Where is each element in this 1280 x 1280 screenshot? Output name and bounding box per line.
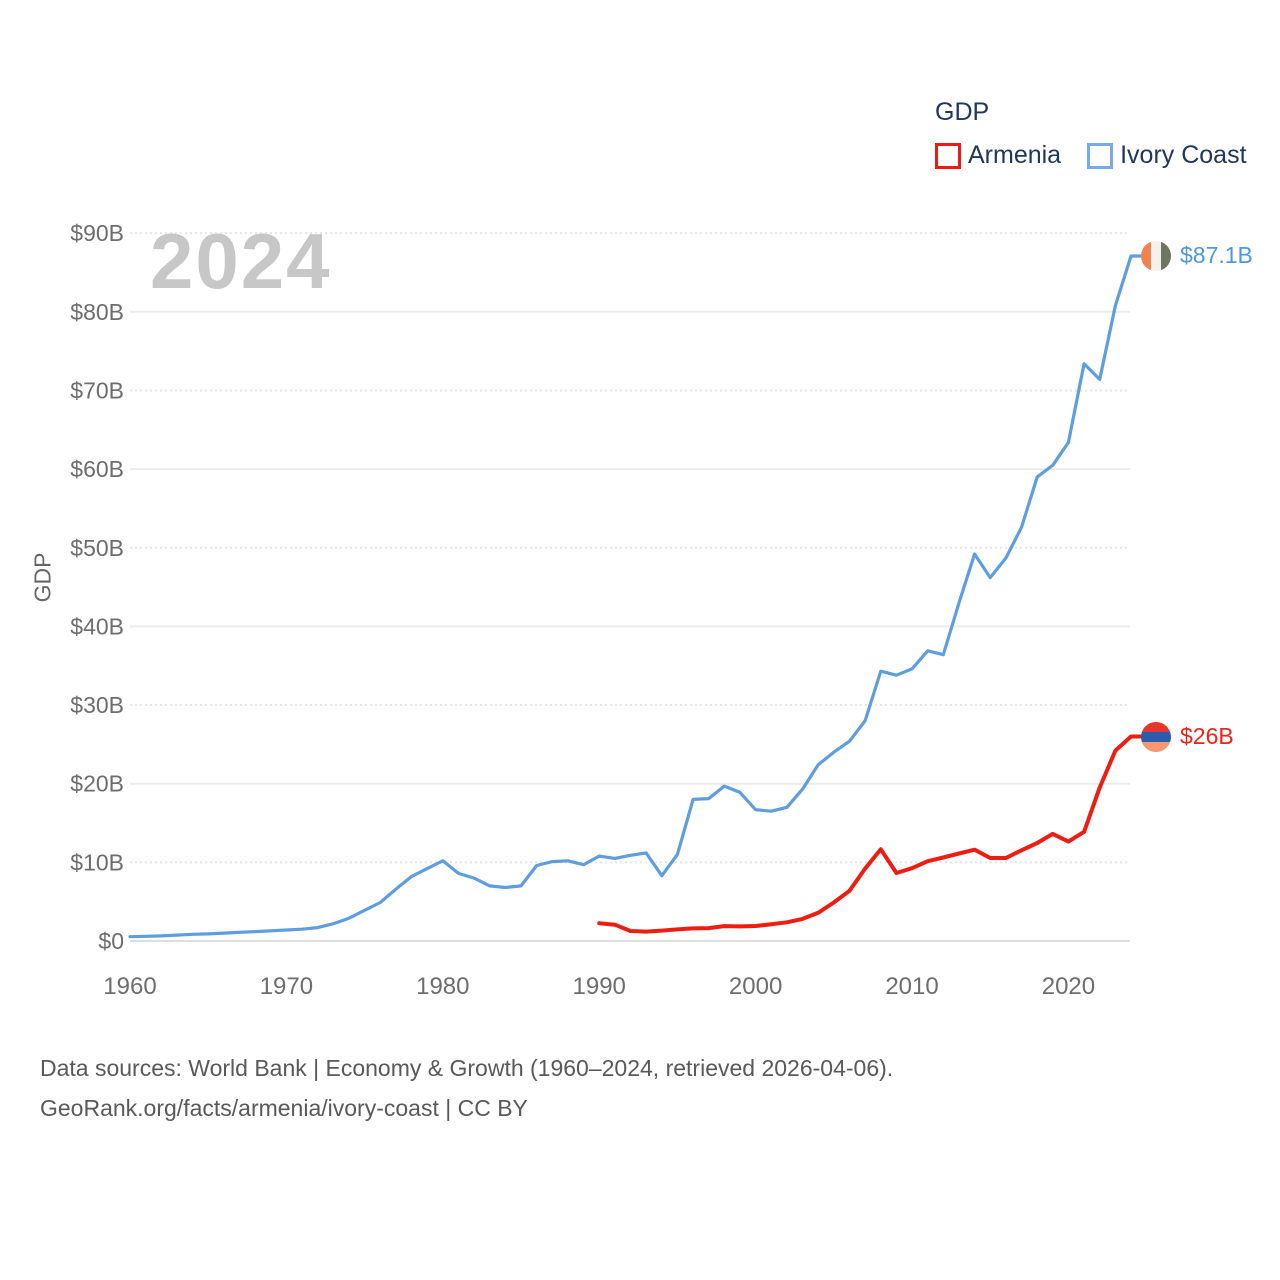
legend-item-label: Armenia — [968, 141, 1062, 169]
footer-line1: Data sources: World Bank | Economy & Gro… — [40, 1055, 894, 1081]
y-tick-label: $0 — [98, 928, 124, 954]
legend-item-label: Ivory Coast — [1120, 141, 1247, 169]
x-tick-label: 1990 — [573, 973, 626, 1000]
footer-line2: GeoRank.org/facts/armenia/ivory-coast | … — [40, 1095, 528, 1121]
x-tick-label: 2010 — [885, 973, 938, 1000]
armenia-end-label: $26B — [1141, 721, 1234, 752]
y-tick-label: $20B — [70, 771, 124, 797]
y-tick-label: $80B — [70, 299, 124, 325]
legend-items: Armenia Ivory Coast — [935, 141, 1247, 170]
legend-item-ivory-coast[interactable]: Ivory Coast — [1087, 141, 1247, 170]
x-tick-label: 1980 — [416, 973, 469, 1000]
data-sources-footer: Data sources: World Bank | Economy & Gro… — [40, 1048, 893, 1128]
x-tick-label: 1970 — [260, 973, 313, 1000]
ivory-coast-end-value: $87.1B — [1180, 242, 1253, 269]
y-tick-label: $40B — [70, 613, 124, 639]
legend-title: GDP — [935, 98, 990, 126]
x-tick-label: 1960 — [103, 973, 156, 1000]
armenia-end-value: $26B — [1180, 723, 1234, 749]
x-tick-label: 2020 — [1042, 973, 1095, 1000]
ivory-coast-swatch-icon — [1087, 142, 1114, 169]
x-tick-label: 2000 — [729, 973, 782, 1000]
armenia-line — [597, 734, 1143, 934]
y-tick-label: $90B — [70, 220, 124, 246]
armenia-flag-icon — [1141, 721, 1171, 752]
year-watermark: 2024 — [150, 217, 332, 305]
y-tick-label: $70B — [70, 377, 124, 403]
y-tick-label: $10B — [70, 849, 124, 875]
y-tick-label: $50B — [70, 535, 124, 561]
ivory-coast-line — [128, 254, 1143, 939]
y-tick-label: $30B — [70, 692, 124, 718]
y-tick-label: $60B — [70, 456, 124, 482]
ivory-coast-end-label: $87.1B — [1141, 240, 1253, 271]
ivory-coast-flag-icon — [1141, 240, 1171, 271]
legend-item-armenia[interactable]: Armenia — [935, 141, 1061, 170]
y-axis-title: GDP — [29, 552, 56, 603]
legend: GDP Armenia Ivory Coast — [935, 98, 1247, 170]
armenia-swatch-icon — [935, 142, 961, 169]
